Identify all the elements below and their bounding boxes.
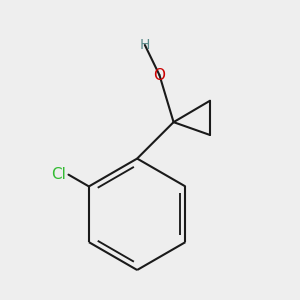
Text: Cl: Cl — [52, 167, 66, 182]
Text: H: H — [140, 38, 150, 52]
Text: O: O — [153, 68, 165, 82]
